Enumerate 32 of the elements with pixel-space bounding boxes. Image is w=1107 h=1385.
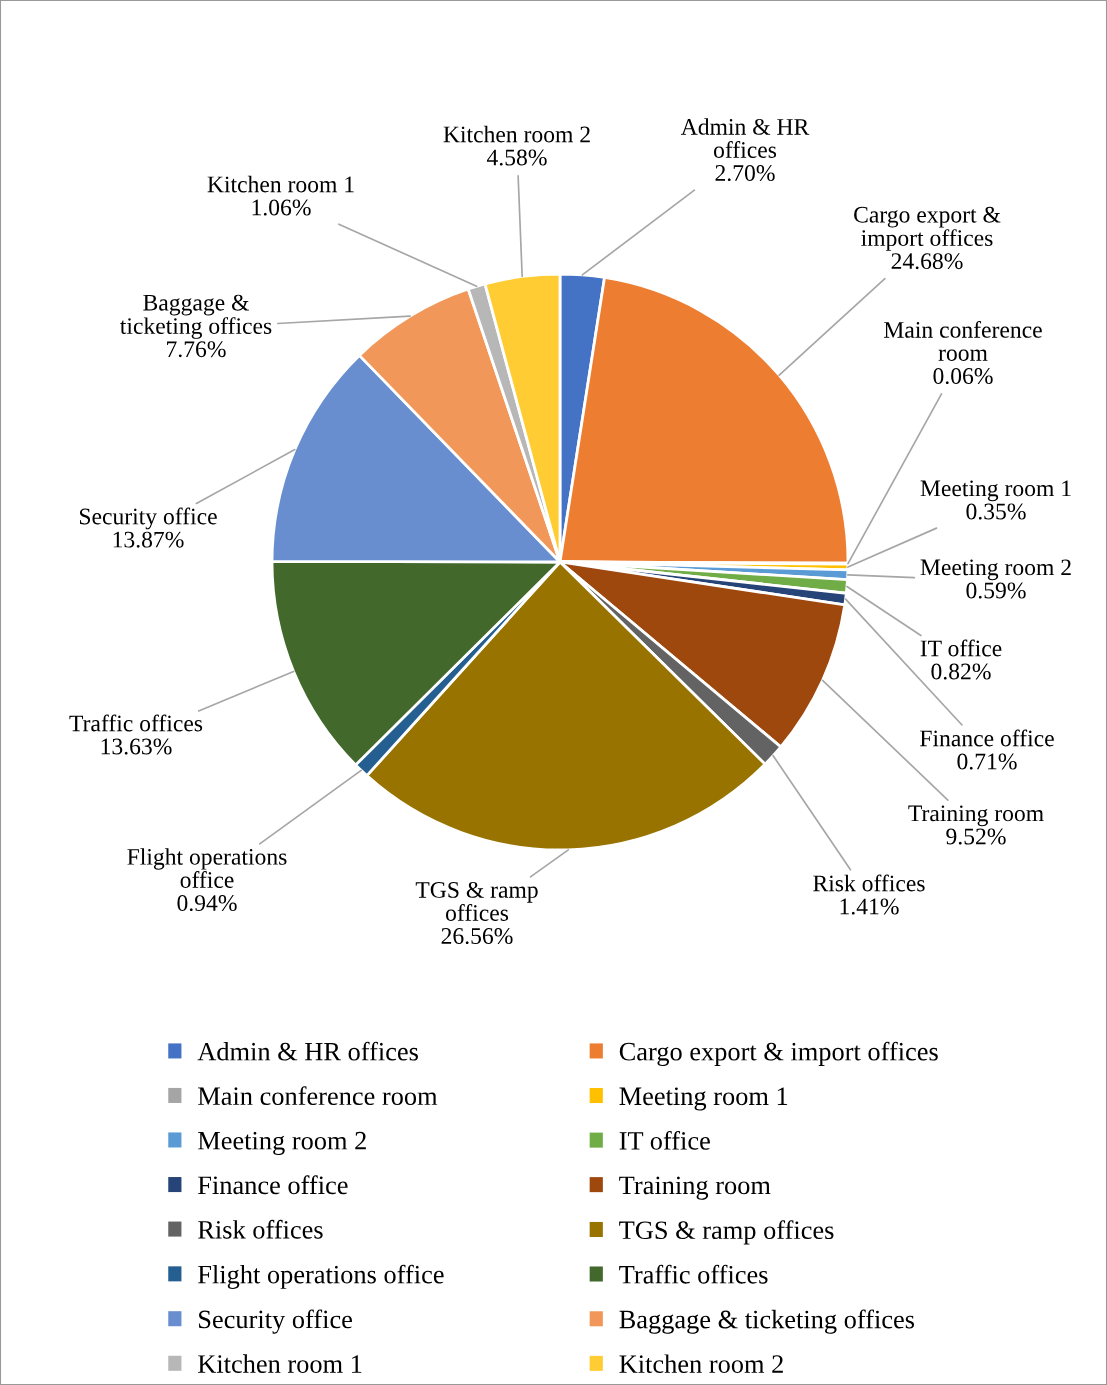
data-label: TGS & ramp offices 26.56% <box>415 881 538 945</box>
data-label: Finance office 0.71% <box>920 729 1054 770</box>
data-label: Admin & HR offices 2.70% <box>680 118 810 182</box>
legend-label: Traffic offices <box>619 1264 768 1284</box>
data-label: Traffic offices 13.63% <box>69 714 203 755</box>
legend-label: TGS & ramp offices <box>619 1220 834 1245</box>
data-label: Meeting room 1 0.35% <box>920 480 1071 520</box>
data-label: Kitchen room 1 1.06% <box>207 175 354 216</box>
legend-label: Main conference room <box>198 1086 438 1106</box>
data-label: Kitchen room 2 4.58% <box>443 125 590 166</box>
data-label: Training room 9.52% <box>908 805 1044 845</box>
legend-label: Finance office <box>198 1175 348 1195</box>
data-label: Cargo export & import offices 24.68% <box>854 206 1001 270</box>
legend-label: Kitchen room 2 <box>619 1354 783 1373</box>
legend-label: Meeting room 1 <box>619 1087 788 1111</box>
legend-label: Security office <box>199 1309 352 1334</box>
legend-label: Meeting room 2 <box>198 1131 366 1156</box>
data-label: Risk offices 1.41% <box>813 874 925 915</box>
data-label: Meeting room 2 0.59% <box>920 559 1071 599</box>
legend-label: Cargo export & import offices <box>619 1041 938 1066</box>
data-label: IT office 0.82% <box>920 639 1002 680</box>
data-label: Flight operations office 0.94% <box>127 848 287 912</box>
data-label: Baggage & ticketing offices 7.76% <box>120 294 272 358</box>
legend-label: Baggage & ticketing offices <box>619 1309 915 1334</box>
legend-label: Kitchen room 1 <box>198 1354 362 1373</box>
data-label: Main conference room 0.06% <box>884 321 1042 385</box>
legend-label: Flight operations office <box>198 1264 444 1289</box>
legend-label: Training room <box>619 1176 771 1200</box>
legend-label: Risk offices <box>198 1219 323 1239</box>
data-label: Security office 13.87% <box>79 507 217 548</box>
legend-label: Admin & HR offices <box>197 1041 418 1061</box>
legend-label: IT office <box>619 1130 710 1150</box>
